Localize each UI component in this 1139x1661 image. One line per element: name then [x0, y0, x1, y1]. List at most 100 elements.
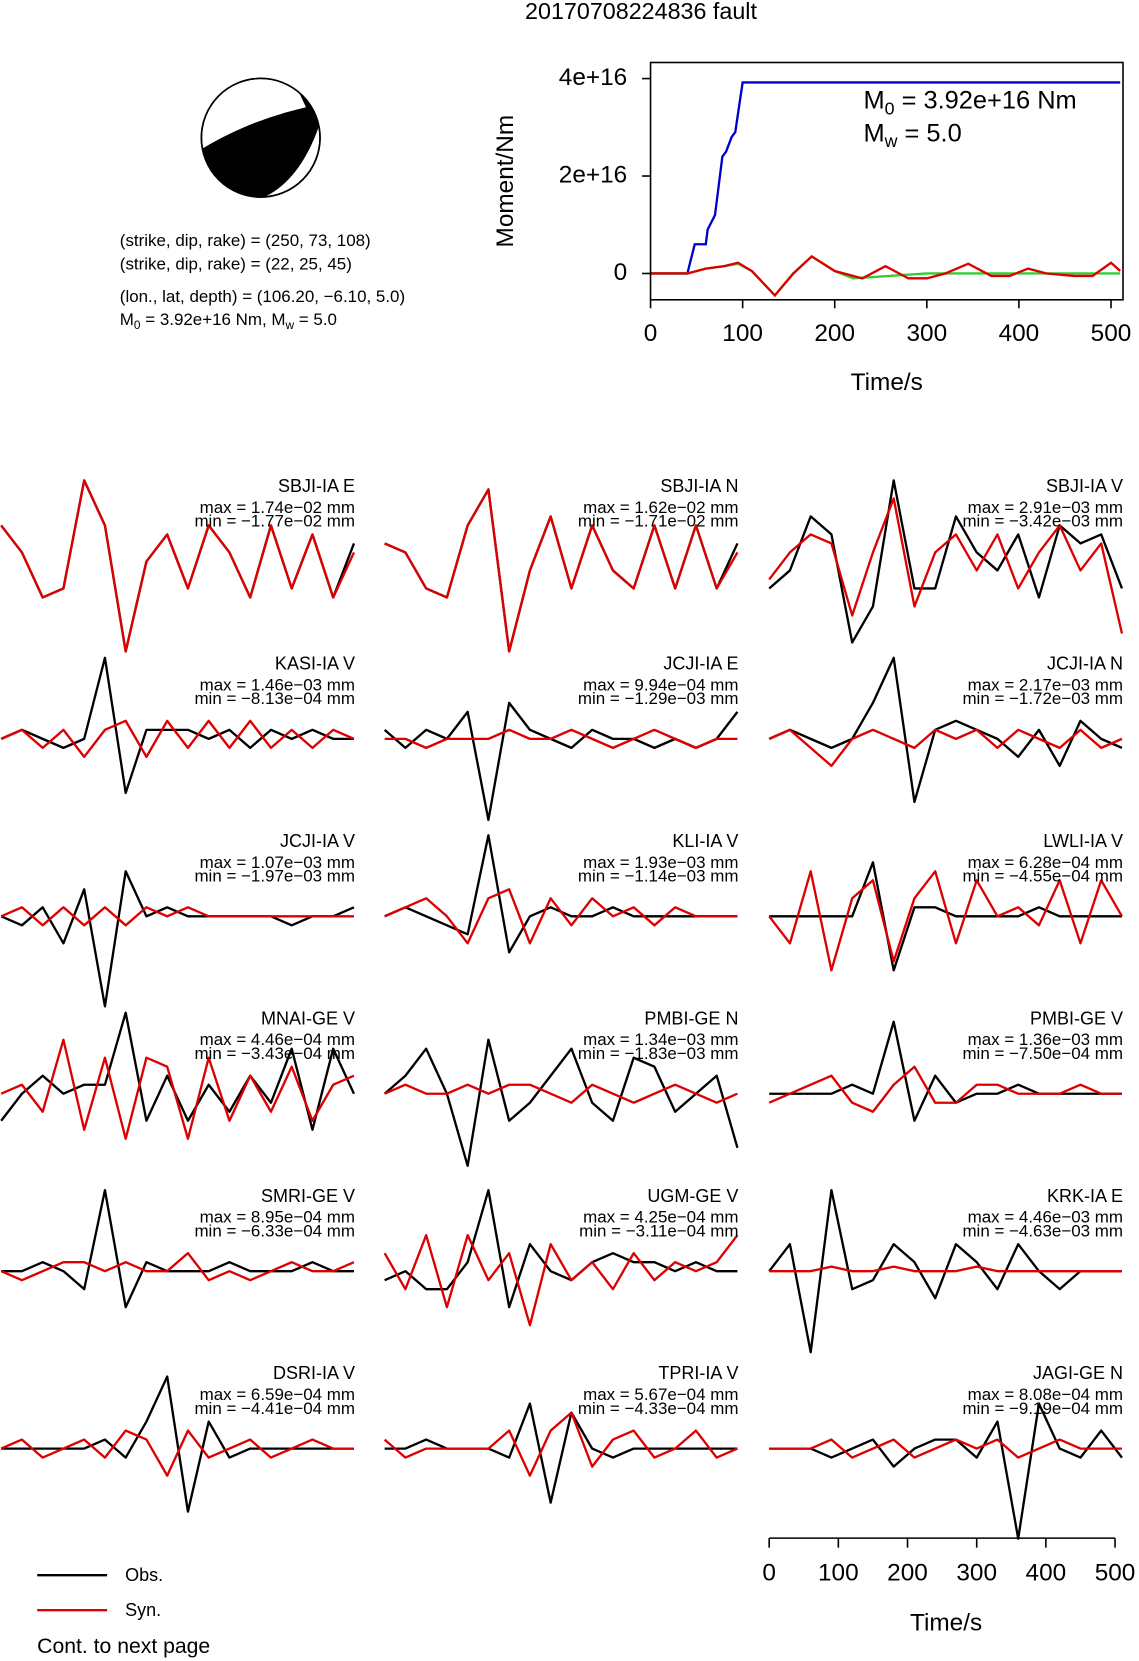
- waveform: [0, 870, 355, 1008]
- legend-label: Syn.: [125, 1600, 161, 1620]
- moment-line: [650, 254, 1122, 298]
- y-axis-label: Moment/Nm: [492, 115, 519, 248]
- text-part: = 3.92e+16 Nm: [895, 86, 1077, 114]
- min-label: min = −3.43e−04 mm: [194, 1044, 355, 1063]
- waveform: [768, 728, 1123, 768]
- waveform: [1, 1188, 354, 1309]
- x-tick-label: 500: [1091, 320, 1132, 347]
- max-label: max = 2.91e−03 mm: [968, 498, 1123, 517]
- station-label: JCJI-IA N: [1047, 653, 1123, 673]
- waveform: [768, 1065, 1122, 1113]
- waveform: [768, 870, 1123, 972]
- station-label: KLI-IA V: [672, 831, 738, 851]
- station-label: DSRI-IA V: [273, 1363, 355, 1383]
- x-tick-label: 0: [762, 1560, 776, 1587]
- max-label: max = 1.36e−03 mm: [968, 1030, 1123, 1049]
- waveform: [383, 1411, 738, 1477]
- waveform: [0, 1429, 354, 1477]
- max-label: max = 6.28e−04 mm: [968, 853, 1123, 872]
- waveform: [769, 1438, 1122, 1459]
- min-label: min = −6.33e−04 mm: [194, 1221, 355, 1240]
- min-label: min = −4.33e−04 mm: [578, 1399, 739, 1418]
- min-label: min = −1.97e−03 mm: [194, 867, 355, 886]
- y-tick-label: 4e+16: [559, 64, 627, 91]
- max-label: max = 1.07e−03 mm: [200, 853, 355, 872]
- min-label: min = −4.41e−04 mm: [194, 1399, 355, 1418]
- station-label: JCJI-IA V: [280, 831, 355, 851]
- moment-line: [650, 81, 1121, 275]
- waveform: [769, 861, 1122, 972]
- station-label: KRK-IA E: [1047, 1186, 1123, 1206]
- station-label: LWLI-IA V: [1043, 831, 1123, 851]
- min-label: min = −4.55e−04 mm: [962, 867, 1123, 886]
- station-label: SBJI-IA N: [660, 476, 738, 496]
- figure-title: 20170708224836 fault: [525, 0, 757, 24]
- waveform: [768, 497, 1124, 634]
- beachball: [200, 77, 321, 198]
- page-note: Cont. to next page: [37, 1635, 210, 1658]
- subscript: w: [285, 318, 295, 332]
- x-tick-label: 200: [887, 1560, 928, 1587]
- waveform: [384, 1402, 738, 1504]
- info-line: (strike, dip, rake) = (250, 73, 108): [120, 231, 371, 250]
- x-tick-label: 300: [956, 1560, 997, 1587]
- text-part: M: [863, 119, 884, 147]
- waveform: [0, 719, 355, 759]
- waveform: [0, 906, 354, 927]
- min-label: min = −8.13e−04 mm: [194, 689, 355, 708]
- station-label: PMBI-GE N: [644, 1008, 738, 1028]
- y-tick-label: 2e+16: [559, 161, 627, 188]
- text-part: = 5.0: [897, 119, 961, 147]
- waveform: [1, 1375, 354, 1513]
- waveform: [769, 1265, 1122, 1273]
- plot-frame: [649, 61, 1124, 301]
- min-label: min = −1.77e−02 mm: [194, 512, 355, 531]
- waveform: [384, 1188, 738, 1309]
- max-label: max = 1.74e−02 mm: [200, 498, 355, 517]
- moment-line: M0 = 3.92e+16 Nm, Mw = 5.0: [120, 310, 337, 332]
- min-label: min = −7.50e−04 mm: [962, 1044, 1123, 1063]
- waveform: [0, 479, 356, 653]
- waveform: [0, 1038, 355, 1140]
- max-label: max = 1.62e−02 mm: [583, 498, 738, 517]
- x-tick-label: 400: [1026, 1560, 1067, 1587]
- station-label: JCJI-IA E: [663, 653, 738, 673]
- y-tick-label: 0: [614, 259, 628, 286]
- min-label: min = −9.19e−04 mm: [962, 1399, 1123, 1418]
- station-label: SMRI-GE V: [261, 1186, 355, 1206]
- min-label: min = −1.14e−03 mm: [578, 867, 739, 886]
- min-label: min = −4.63e−03 mm: [962, 1221, 1123, 1240]
- station-label: SBJI-IA V: [1046, 476, 1123, 496]
- waveform: [769, 1020, 1122, 1122]
- waveform: [383, 701, 739, 822]
- min-label: min = −1.72e−03 mm: [962, 689, 1123, 708]
- text-part: = 5.0: [294, 310, 337, 329]
- station-label: SBJI-IA E: [278, 476, 355, 496]
- subscript: w: [884, 131, 898, 151]
- waveform: [383, 1233, 739, 1327]
- max-label: max = 1.46e−03 mm: [200, 675, 355, 694]
- max-label: max = 8.08e−04 mm: [968, 1385, 1123, 1404]
- legend-label: Obs.: [125, 1565, 163, 1585]
- subscript: 0: [885, 98, 895, 118]
- x-tick-label: 400: [999, 320, 1040, 347]
- min-label: min = −1.29e−03 mm: [578, 689, 739, 708]
- text-part: = 3.92e+16 Nm, M: [141, 310, 286, 329]
- x-tick-label: 100: [818, 1560, 859, 1587]
- min-label: min = −1.71e−02 mm: [578, 512, 739, 531]
- waveform: [0, 656, 354, 795]
- max-label: max = 1.34e−03 mm: [583, 1030, 738, 1049]
- min-label: min = −1.83e−03 mm: [578, 1044, 739, 1063]
- x-tick-label: 200: [814, 320, 855, 347]
- moment-line: [650, 254, 1121, 298]
- waveform: [384, 1083, 738, 1104]
- x-tick-label: 0: [644, 320, 658, 347]
- waveform: [769, 1402, 1123, 1540]
- max-label: max = 9.94e−04 mm: [583, 675, 738, 694]
- station-label: JAGI-GE N: [1033, 1363, 1123, 1383]
- annotation: M0 = 3.92e+16 Nm: [863, 86, 1076, 118]
- max-label: max = 2.17e−03 mm: [968, 675, 1123, 694]
- waveform: [384, 728, 738, 750]
- max-label: max = 8.95e−04 mm: [200, 1208, 355, 1227]
